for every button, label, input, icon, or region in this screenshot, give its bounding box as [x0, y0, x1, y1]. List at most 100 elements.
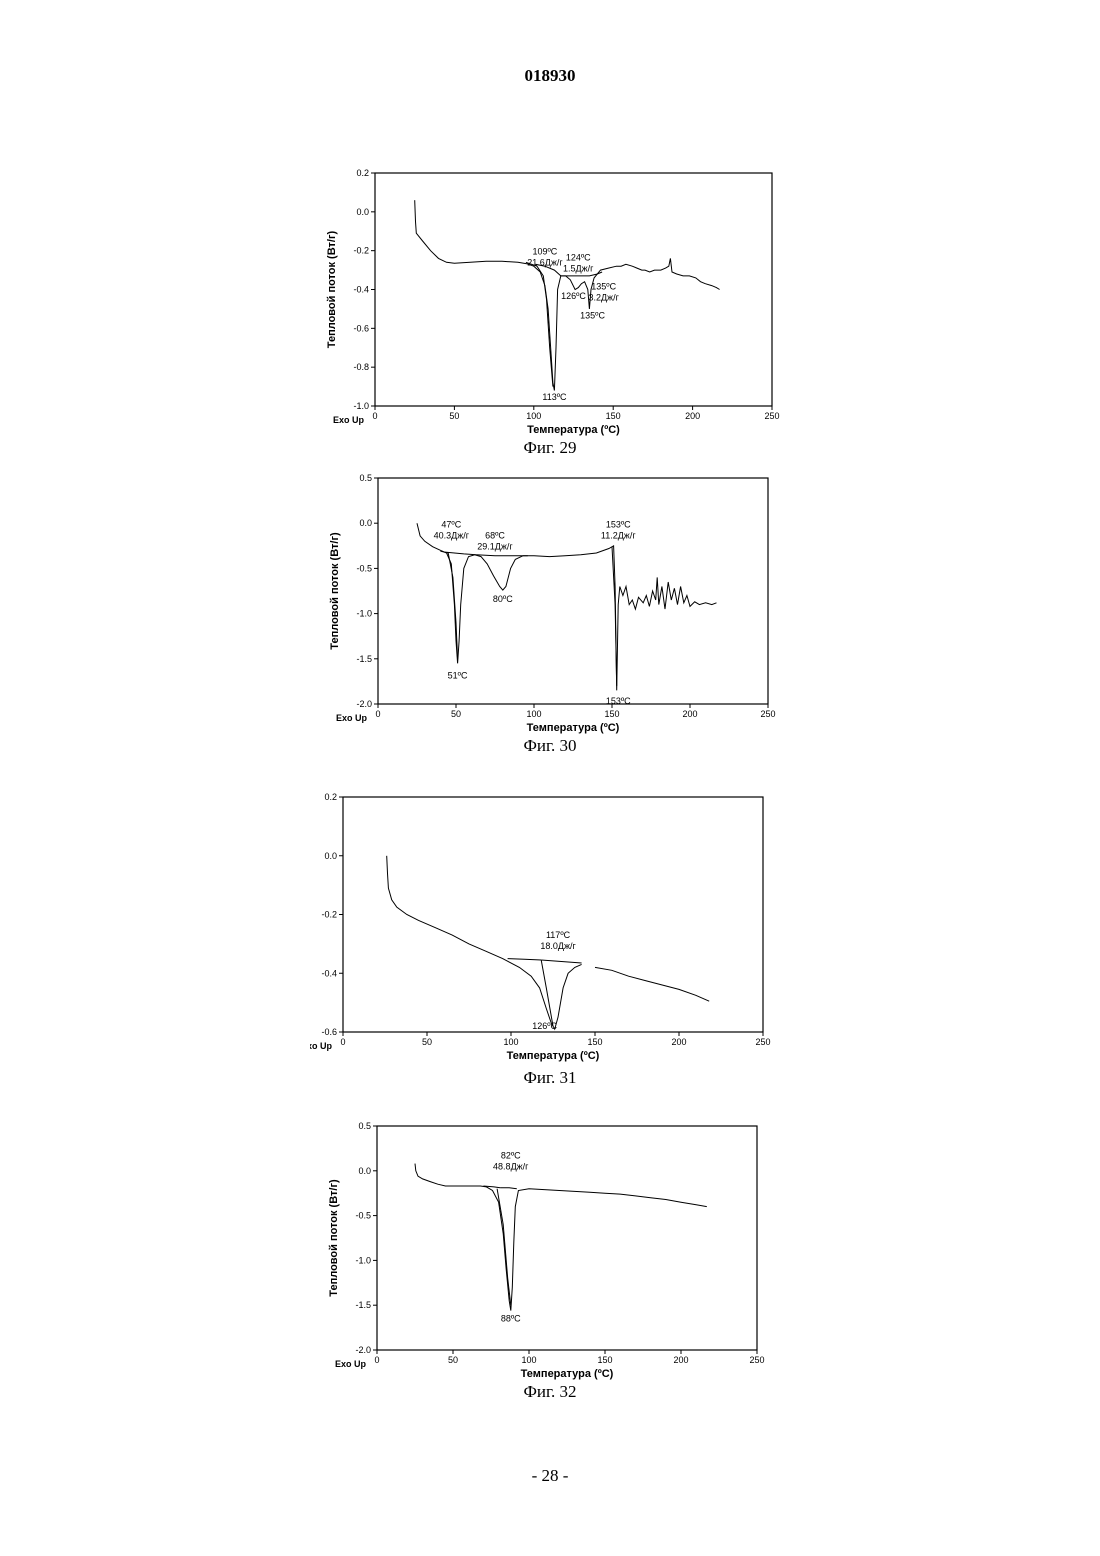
x-tick-label: 50	[422, 1037, 432, 1047]
y-tick-label: 0.0	[356, 207, 369, 217]
figure-caption-32: Фиг. 32	[400, 1382, 700, 1402]
x-axis-label: Температура (ºC)	[527, 722, 620, 734]
series-line	[440, 551, 457, 659]
peak-annotation: 47ºC	[441, 520, 461, 530]
figure-caption-31: Фиг. 31	[400, 1068, 700, 1088]
peak-annotation: 11.2Дж/г	[601, 531, 636, 541]
exo-up-label: Exo Up	[336, 713, 368, 723]
y-tick-label: -0.4	[353, 285, 369, 295]
exo-up-label: Exo Up	[333, 415, 365, 425]
x-tick-label: 250	[749, 1355, 764, 1365]
dsc-chart-fig-29: 0501001502002500.20.0-0.2-0.4-0.6-0.8-1.…	[320, 165, 790, 440]
y-tick-label: 0.0	[359, 518, 372, 528]
peak-annotation: 40.3Дж/г	[434, 531, 470, 541]
x-axis-label: Температура (ºC)	[521, 1368, 614, 1380]
y-tick-label: 0.5	[359, 473, 372, 483]
y-tick-label: -0.6	[353, 323, 369, 333]
series-line	[595, 967, 709, 1001]
x-tick-label: 150	[604, 709, 619, 719]
peak-annotation: 153ºC	[606, 696, 631, 706]
peak-annotation: 124ºC	[566, 252, 591, 262]
peak-annotation: 126ºC	[561, 291, 586, 301]
x-tick-label: 0	[372, 411, 377, 421]
y-tick-label: -0.4	[321, 968, 337, 978]
series-line	[476, 555, 528, 556]
dsc-chart-fig-31: 0501001502002500.20.0-0.2-0.4-0.6Темпера…	[310, 790, 790, 1070]
series-line	[445, 552, 476, 555]
y-tick-label: 0.0	[324, 851, 337, 861]
y-tick-label: -1.5	[356, 654, 372, 664]
peak-annotation: 68ºC	[485, 531, 505, 541]
peak-annotation: 3.2Дж/г	[588, 293, 619, 303]
series-line	[541, 960, 581, 963]
dsc-chart-fig-30: 0 50 100 150 200 250 0.5 0.0 -0.5 -1.0 -1.5 -2.0 Тем…	[325, 470, 795, 735]
peak-annotation: 21.6Дж/г	[527, 258, 563, 268]
peak-annotation: 113ºC	[542, 392, 567, 402]
y-tick-label: -1.0	[353, 401, 369, 411]
x-tick-label: 150	[606, 411, 621, 421]
x-tick-label: 150	[587, 1037, 602, 1047]
y-tick-label: -2.0	[355, 1345, 371, 1355]
peak-annotation: 18.0Дж/г	[540, 941, 576, 951]
series-line	[541, 960, 553, 1026]
dsc-chart-fig-32: 0 50 100 150 200 250 0.5 0.0 -0.5 -1.0 -1.5 -2.0 Тем…	[325, 1120, 785, 1382]
x-tick-label: 200	[671, 1037, 686, 1047]
y-tick-label: -0.2	[321, 910, 337, 920]
y-tick-label: -1.0	[356, 609, 372, 619]
page-number: 018930	[0, 66, 1100, 86]
y-tick-label: -0.2	[353, 246, 369, 256]
series-line	[417, 523, 717, 690]
plot-frame	[378, 478, 768, 704]
peak-annotation: 126ºC	[532, 1021, 557, 1031]
y-tick-label: -0.8	[353, 362, 369, 372]
figure-caption-30: Фиг. 30	[400, 736, 700, 756]
y-axis-label: Тепловой поток (Вт/г)	[328, 1179, 340, 1297]
x-tick-label: 0	[374, 1355, 379, 1365]
peak-annotation: 48.8Дж/г	[493, 1161, 529, 1171]
y-tick-label: -0.5	[356, 563, 372, 573]
series-line	[415, 1164, 707, 1311]
peak-annotation: 109ºC	[533, 247, 558, 257]
y-tick-label: 0.0	[358, 1166, 371, 1176]
plot-frame	[377, 1126, 757, 1350]
y-tick-label: -2.0	[356, 699, 372, 709]
peak-annotation: 51ºC	[448, 671, 468, 681]
x-tick-label: 200	[682, 709, 697, 719]
x-tick-label: 100	[521, 1355, 536, 1365]
x-tick-label: 200	[673, 1355, 688, 1365]
peak-annotation: 117ºC	[546, 930, 571, 940]
x-tick-label: 50	[448, 1355, 458, 1365]
plot-frame	[375, 173, 772, 406]
peak-annotation: 80ºC	[493, 594, 513, 604]
peak-annotation: 1.5Дж/г	[563, 263, 594, 273]
y-tick-label: -1.0	[355, 1255, 371, 1265]
y-tick-label: -1.5	[355, 1300, 371, 1310]
x-tick-label: 100	[526, 709, 541, 719]
x-tick-label: 0	[375, 709, 380, 719]
x-tick-label: 250	[764, 411, 779, 421]
y-tick-label: -0.5	[355, 1211, 371, 1221]
figure-caption-29: Фиг. 29	[400, 438, 700, 458]
x-tick-label: 100	[503, 1037, 518, 1047]
page-footer: - 28 -	[0, 1466, 1100, 1486]
x-tick-label: 200	[685, 411, 700, 421]
peak-annotation: 135ºC	[591, 282, 616, 292]
y-tick-label: 0.5	[358, 1121, 371, 1131]
series-line	[508, 959, 542, 960]
exo-up-label: Exo Up	[310, 1041, 333, 1051]
x-tick-label: 250	[760, 709, 775, 719]
y-axis-label: Тепловой поток (Вт/г)	[326, 230, 338, 348]
peak-annotation: 135ºC	[580, 311, 605, 321]
exo-up-label: Exo Up	[335, 1359, 367, 1369]
peak-annotation: 88ºC	[501, 1313, 521, 1323]
x-tick-label: 0	[340, 1037, 345, 1047]
x-tick-label: 50	[449, 411, 459, 421]
peak-annotation: 153ºC	[606, 520, 631, 530]
y-tick-label: -0.6	[321, 1027, 337, 1037]
x-tick-label: 150	[597, 1355, 612, 1365]
peak-annotation: 29.1Дж/г	[477, 542, 513, 552]
y-tick-label: 0.2	[324, 792, 337, 802]
peak-annotation: 82ºC	[501, 1150, 521, 1160]
x-tick-label: 50	[451, 709, 461, 719]
x-tick-label: 250	[755, 1037, 770, 1047]
